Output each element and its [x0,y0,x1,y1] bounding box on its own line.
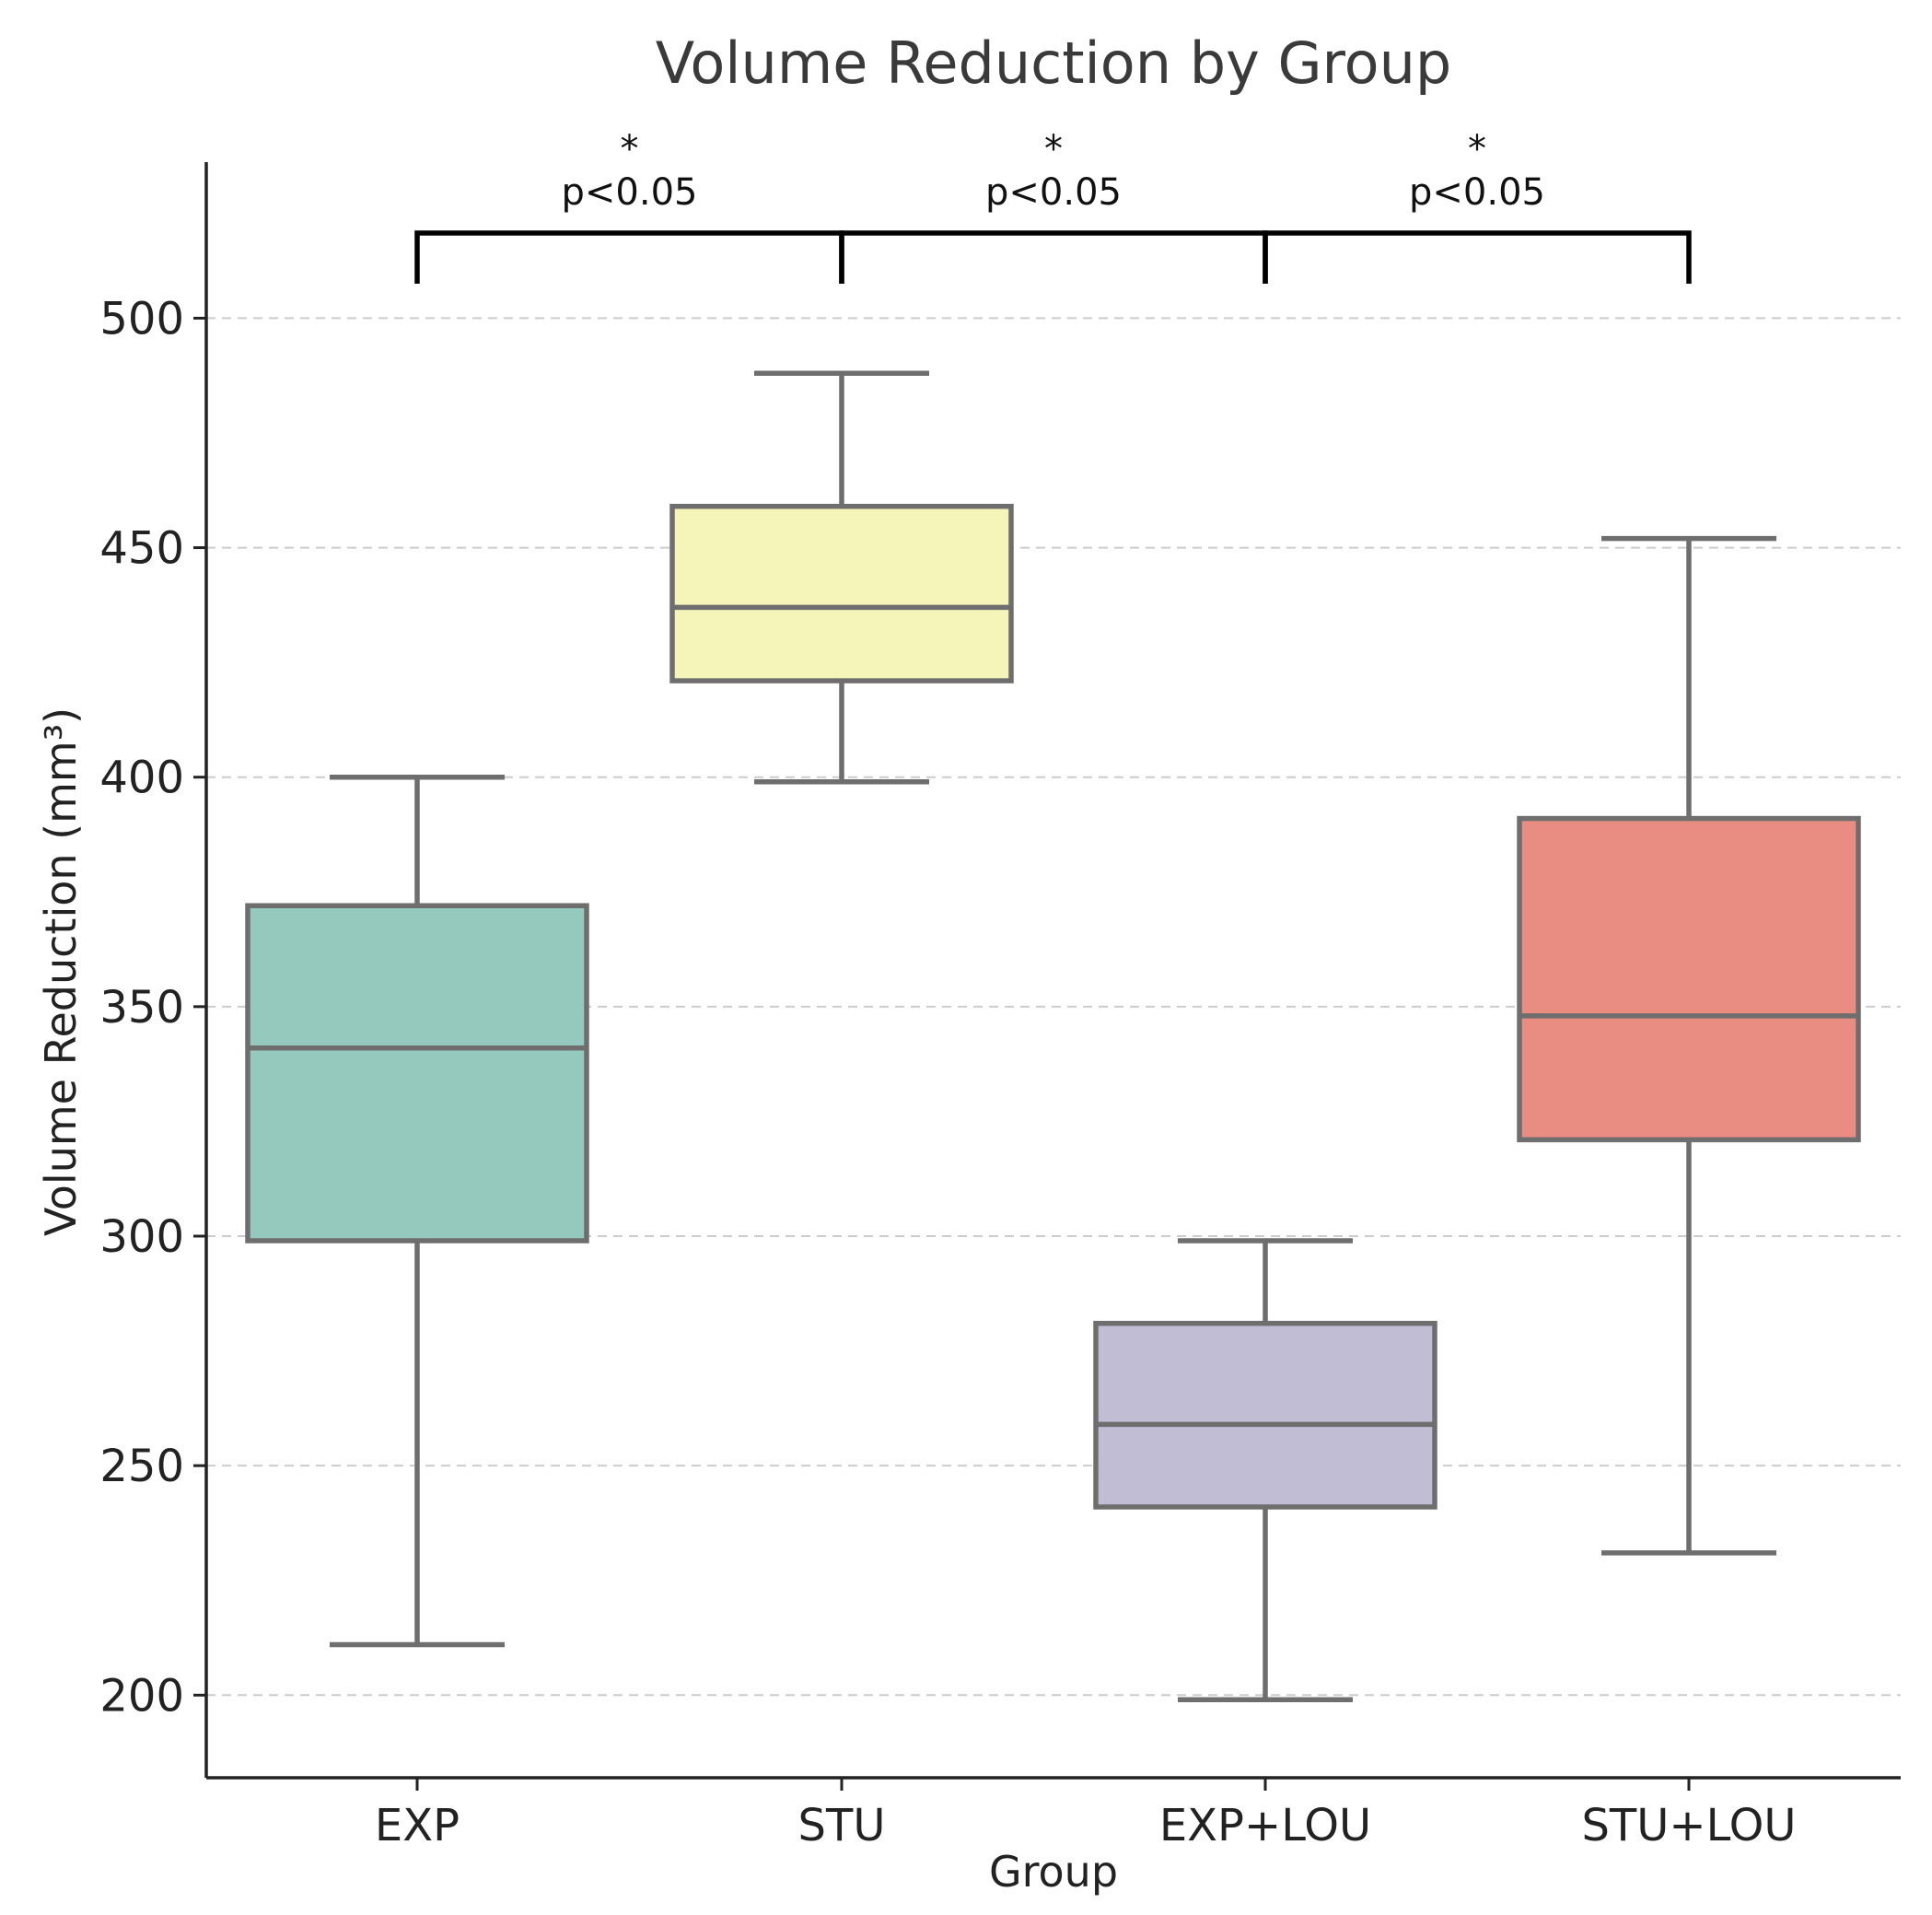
y-tick-label: 450 [99,523,184,575]
significance-star: * [1468,128,1486,170]
x-tick-label: STU [798,1800,886,1851]
x-axis-label: Group [989,1847,1118,1897]
significance-star: * [621,128,639,170]
iqr-box [1517,815,1861,1143]
significance-bracket: *p<0.05 [839,128,1268,284]
chart-title: Volume Reduction by Group [656,29,1451,97]
significance-brackets: *p<0.05*p<0.05*p<0.05 [414,128,1692,284]
x-axis: EXP STU EXP+LOU STU+LOU [206,1776,1901,1851]
significance-bracket: *p<0.05 [414,128,844,284]
p-value-label: p<0.05 [1409,171,1545,214]
x-tick-label: EXP+LOU [1159,1800,1371,1851]
iqr-box [669,503,1014,683]
iqr-box [1093,1320,1437,1510]
y-axis-label: Volume Reduction (mm³) [36,707,86,1236]
x-tick-label: STU+LOU [1581,1800,1796,1851]
iqr-box [245,903,589,1244]
y-tick-label: 500 [99,293,184,344]
y-tick-label: 300 [99,1211,184,1263]
p-value-label: p<0.05 [985,171,1122,214]
box-group-stu [669,370,1014,785]
boxes [245,370,1861,1703]
significance-star: * [1044,128,1063,170]
x-tick-label: EXP [375,1800,460,1851]
y-tick-label: 250 [99,1441,184,1492]
y-tick-label: 400 [99,753,184,804]
y-tick-label: 200 [99,1670,184,1722]
box-group-stu-lou [1517,535,1861,1556]
y-tick-label: 350 [99,982,184,1033]
p-value-label: p<0.05 [562,171,698,214]
bracket-line [1263,230,1692,284]
y-axis: 200 250 300 350 400 450 500 [99,162,208,1778]
box-group-exp-lou [1093,1238,1437,1703]
significance-bracket: *p<0.05 [1263,128,1692,284]
bracket-line [839,230,1268,284]
bracket-line [414,230,844,284]
box-group-exp [245,774,589,1648]
